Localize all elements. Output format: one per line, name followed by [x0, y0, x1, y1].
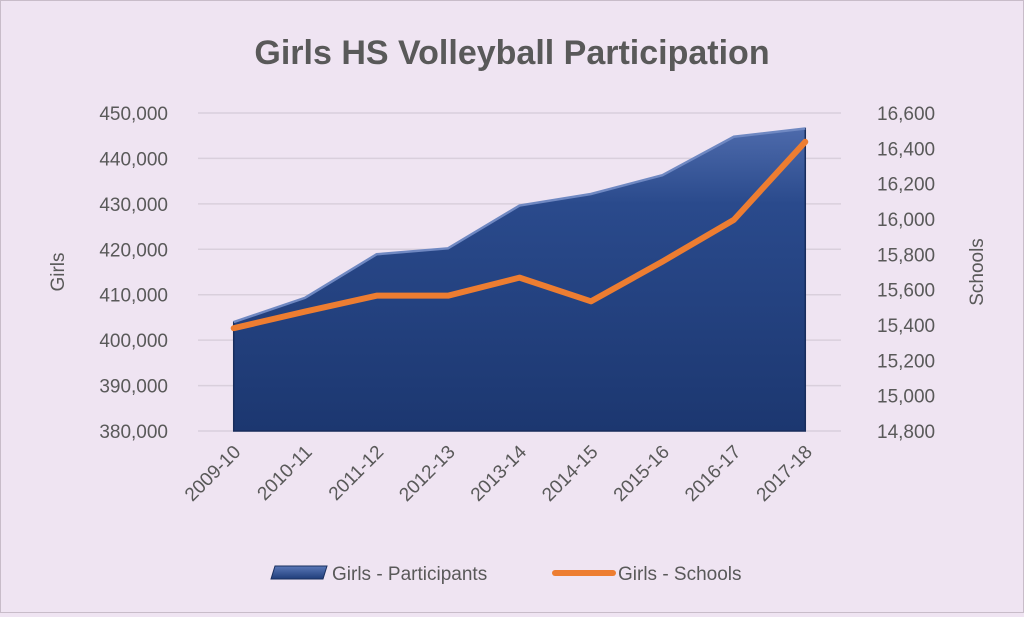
legend-item-participants: Girls - Participants — [271, 564, 487, 585]
right-tick-label: 14,800 — [877, 422, 935, 443]
right-tick-label: 15,200 — [877, 351, 935, 372]
left-axis-label: Girls — [48, 252, 69, 291]
x-tick-label: 2010-11 — [254, 442, 317, 505]
left-tick-label: 440,000 — [99, 149, 168, 170]
left-tick-label: 420,000 — [99, 240, 168, 261]
right-tick-label: 15,000 — [877, 387, 935, 408]
right-tick-label: 16,400 — [877, 139, 935, 160]
x-tick-label: 2012-13 — [395, 442, 459, 506]
legend-label-schools: Girls - Schools — [618, 564, 742, 585]
right-tick-label: 15,400 — [877, 316, 935, 337]
left-tick-label: 380,000 — [99, 422, 168, 443]
x-tick-label: 2011-12 — [325, 442, 388, 505]
x-tick-label: 2009-10 — [181, 442, 245, 506]
right-axis-label: Schools — [967, 238, 988, 306]
left-tick-label: 390,000 — [99, 377, 168, 398]
x-tick-label: 2016-17 — [681, 442, 745, 506]
right-tick-label: 16,600 — [877, 104, 935, 125]
legend-swatch-participants — [271, 566, 327, 579]
chart-title: Girls HS Volleyball Participation — [254, 34, 769, 72]
left-tick-label: 450,000 — [99, 104, 168, 125]
legend-label-participants: Girls - Participants — [332, 564, 487, 585]
left-tick-label: 400,000 — [99, 331, 168, 352]
legend: Girls - Participants Girls - Schools — [271, 564, 742, 585]
x-tick-label: 2013-14 — [467, 441, 531, 505]
right-tick-label: 16,000 — [877, 210, 935, 231]
legend-item-schools: Girls - Schools — [555, 564, 742, 585]
right-tick-label: 16,200 — [877, 175, 935, 196]
x-tick-label: 2014-15 — [538, 442, 602, 506]
right-axis-ticks: 14,800 15,000 15,200 15,400 15,600 15,800 16,0… — [877, 104, 935, 443]
x-tick-label: 2015-16 — [610, 442, 674, 506]
right-tick-label: 15,600 — [877, 281, 935, 302]
left-axis-ticks: 380,000 390,000 400,000 410,000 420,000 430,0… — [99, 104, 168, 443]
right-tick-label: 15,800 — [877, 245, 935, 266]
left-tick-label: 410,000 — [99, 286, 168, 307]
x-tick-label: 2017-18 — [753, 442, 817, 506]
left-tick-label: 430,000 — [99, 195, 168, 216]
